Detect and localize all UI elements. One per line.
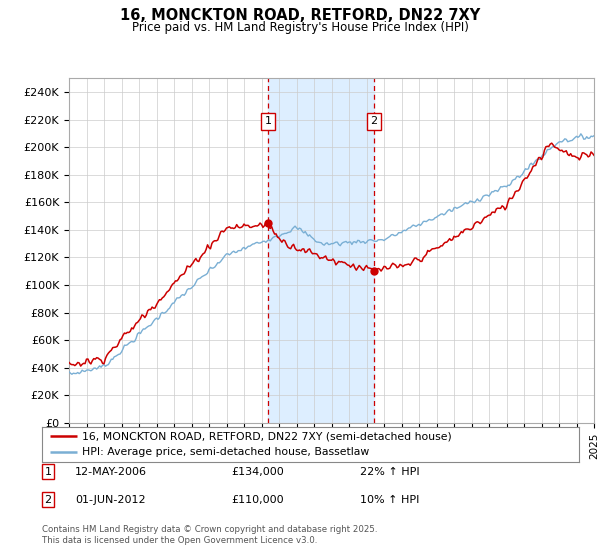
Text: 1: 1 [44,466,52,477]
Text: Contains HM Land Registry data © Crown copyright and database right 2025.
This d: Contains HM Land Registry data © Crown c… [42,525,377,545]
Text: £110,000: £110,000 [231,494,284,505]
Text: 10% ↑ HPI: 10% ↑ HPI [360,494,419,505]
Text: HPI: Average price, semi-detached house, Bassetlaw: HPI: Average price, semi-detached house,… [82,447,370,458]
Bar [268,78,374,423]
Text: 1: 1 [265,116,271,127]
Text: 2: 2 [44,494,52,505]
Text: 2: 2 [370,116,377,127]
Text: Price paid vs. HM Land Registry's House Price Index (HPI): Price paid vs. HM Land Registry's House … [131,21,469,34]
Text: 16, MONCKTON ROAD, RETFORD, DN22 7XY: 16, MONCKTON ROAD, RETFORD, DN22 7XY [120,8,480,24]
Text: 16, MONCKTON ROAD, RETFORD, DN22 7XY (semi-detached house): 16, MONCKTON ROAD, RETFORD, DN22 7XY (se… [82,431,452,441]
Text: 22% ↑ HPI: 22% ↑ HPI [360,466,419,477]
Text: 12-MAY-2006: 12-MAY-2006 [75,466,147,477]
Text: £134,000: £134,000 [231,466,284,477]
Text: 01-JUN-2012: 01-JUN-2012 [75,494,146,505]
